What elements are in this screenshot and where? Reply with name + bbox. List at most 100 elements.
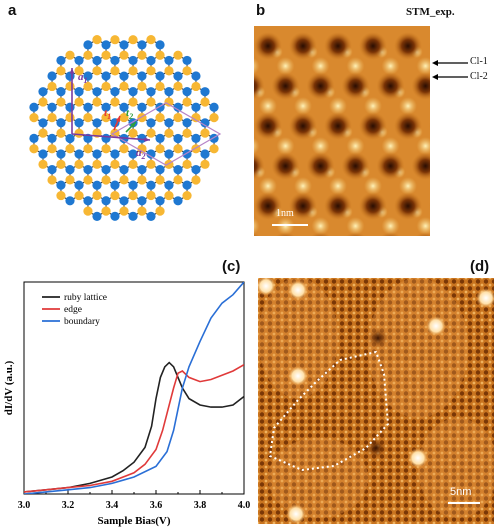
dark-pit: [376, 72, 405, 100]
scalebar-d-label: 5nm: [450, 486, 472, 498]
blue-atom: [191, 71, 201, 81]
blue-atom: [83, 40, 93, 50]
dark-pit: [345, 232, 366, 236]
dark-pit: [254, 112, 282, 140]
blue-atom: [128, 180, 138, 190]
yellow-atom: [110, 97, 120, 107]
legend-entry: edge: [64, 305, 82, 315]
a2-vector-arrow: [71, 133, 151, 142]
blue-atom: [56, 55, 66, 66]
yellow-atom: [164, 97, 174, 107]
cl-bump: [399, 97, 417, 115]
dashed-domain-outline: [268, 350, 390, 472]
yellow-atom: [119, 175, 129, 185]
cl-bump: [311, 57, 330, 75]
scalebar-d: [448, 502, 480, 504]
blue-atom: [101, 164, 111, 175]
yellow-atom: [74, 128, 84, 138]
domain-region: [268, 438, 368, 518]
yellow-atom: [56, 66, 66, 76]
cl-bump: [329, 97, 347, 115]
blue-atom: [74, 180, 84, 190]
yellow-atom: [209, 113, 219, 123]
dark-pit: [359, 32, 387, 60]
yellow-atom: [191, 113, 201, 123]
yellow-atom: [146, 66, 156, 76]
blue-atom: [74, 118, 84, 128]
dark-pit: [394, 112, 422, 140]
yellow-atom: [47, 113, 57, 123]
blue-atom: [164, 118, 174, 128]
stm-title: STM_exp.: [406, 6, 455, 18]
series-line-boundary: [24, 282, 244, 494]
blue-atom: [101, 102, 111, 112]
cl-bump: [254, 217, 260, 235]
yellow-atom: [92, 159, 102, 169]
dark-pit: [359, 112, 387, 140]
blue-atom: [110, 180, 120, 190]
series-line-edge: [24, 364, 244, 493]
blue-atom: [38, 87, 48, 97]
yellow-atom: [164, 190, 174, 201]
yellow-atom: [119, 112, 129, 123]
dark-pit: [411, 72, 430, 100]
yellow-atom: [56, 190, 66, 201]
yellow-atom: [128, 159, 138, 169]
x-axis-label: Sample Bias(V): [97, 515, 170, 527]
blue-atom: [38, 118, 48, 128]
cl-bump: [381, 57, 400, 75]
cl-bump: [381, 217, 400, 235]
dark-pit: [429, 200, 430, 212]
yellow-atom: [65, 144, 75, 154]
yellow-atom: [29, 113, 39, 123]
yellow-atom: [173, 144, 183, 154]
blue-atom: [128, 149, 138, 159]
yellow-atom: [155, 50, 165, 60]
dark-pit: [324, 192, 352, 220]
yellow-atom: [182, 190, 192, 201]
bright-adatom: [258, 278, 276, 296]
yellow-atom: [155, 81, 165, 92]
dark-pit: [271, 152, 300, 180]
yellow-atom: [119, 81, 129, 91]
annotation-cl-1: Cl-1: [470, 56, 488, 67]
bright-adatom: [288, 280, 308, 300]
blue-atom: [56, 180, 66, 190]
cl-bump: [294, 97, 312, 115]
yellow-atom: [137, 175, 147, 185]
yellow-atom: [200, 159, 210, 169]
dark-defect: [366, 438, 386, 458]
yellow-atom: [65, 112, 75, 123]
blue-atom: [74, 149, 84, 159]
dark-pit: [376, 152, 405, 180]
blue-atom: [173, 133, 183, 144]
dark-pit: [394, 32, 422, 60]
cl-bump: [329, 177, 347, 195]
x-tick-label: 3.4: [106, 500, 119, 511]
yellow-atom: [137, 144, 147, 154]
blue-atom: [92, 149, 102, 159]
blue-atom: [173, 102, 183, 112]
yellow-atom: [47, 81, 57, 92]
yellow-atom: [182, 66, 192, 76]
dark-pit: [254, 152, 265, 180]
dark-pit: [411, 152, 430, 180]
blue-atom: [47, 71, 57, 81]
blue-atom: [56, 87, 66, 97]
domain-region: [368, 278, 468, 418]
yellow-atom: [38, 128, 48, 138]
blue-atom: [101, 133, 111, 143]
yellow-atom: [110, 159, 120, 169]
blue-atom: [56, 149, 66, 159]
dark-pit: [415, 232, 430, 236]
yellow-atom: [137, 206, 147, 216]
blue-atom: [29, 102, 39, 112]
cl-bump: [294, 177, 312, 195]
yellow-atom: [56, 128, 66, 138]
blue-atom: [155, 40, 165, 50]
blue-atom: [155, 196, 165, 206]
blue-atom: [65, 102, 75, 112]
cl-bump: [399, 177, 417, 195]
yellow-atom: [101, 50, 111, 60]
yellow-atom: [101, 81, 111, 92]
